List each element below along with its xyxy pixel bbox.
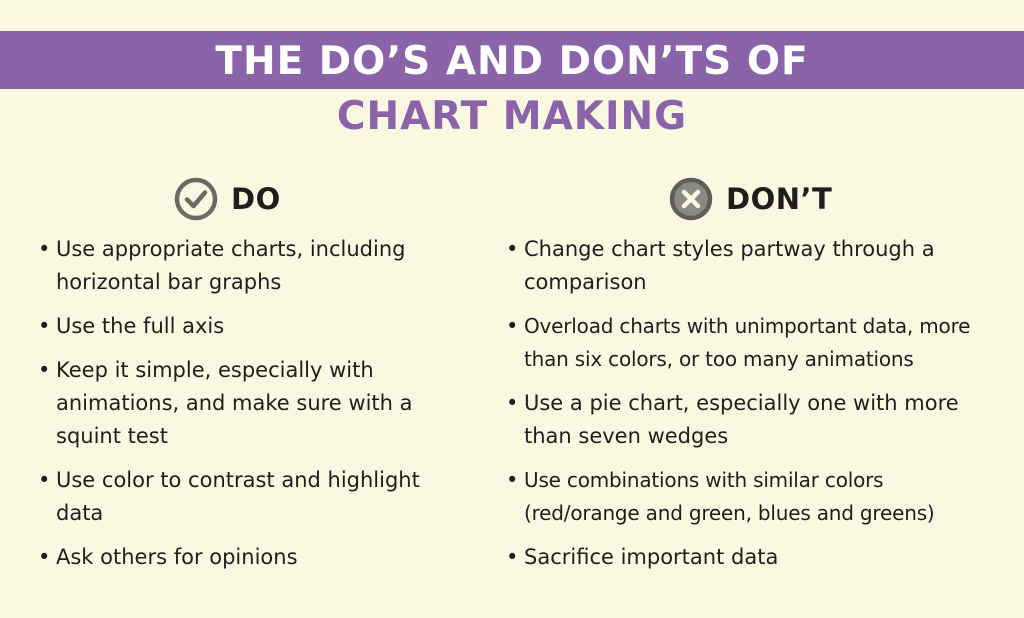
- do-list-item: • Use the full axis: [38, 310, 456, 343]
- x-circle-icon: [668, 176, 714, 222]
- dont-list-item: • Use a pie chart, especially one with m…: [506, 387, 994, 453]
- dont-item-text: Use a pie chart, especially one with mor…: [524, 391, 959, 448]
- dont-heading: DON’T: [726, 182, 833, 216]
- bullet: •: [506, 545, 519, 569]
- title-banner: [0, 31, 1024, 89]
- dont-list-item: • Use combinations with similar colors (…: [506, 464, 994, 530]
- bullet: •: [38, 468, 51, 492]
- page-subtitle: CHART MAKING: [336, 94, 688, 139]
- do-list-item: • Ask others for opinions: [38, 541, 456, 574]
- bullet: •: [506, 237, 519, 261]
- dont-list-item: • Change chart styles partway through a …: [506, 233, 994, 299]
- bullet: •: [38, 545, 51, 569]
- bullet: •: [38, 358, 51, 382]
- bullet: •: [506, 314, 519, 338]
- do-list: • Use appropriate charts, including hori…: [38, 233, 456, 585]
- bullet: •: [506, 468, 519, 492]
- do-item-text: Use color to contrast and highlight data: [56, 468, 420, 525]
- do-item-text: Ask others for opinions: [56, 545, 298, 569]
- do-header: DO: [173, 175, 488, 223]
- do-column: DO • Use appropriate charts, including h…: [38, 175, 488, 569]
- do-item-text: Use the full axis: [56, 314, 225, 338]
- do-heading: DO: [231, 182, 281, 216]
- dont-item-text: Overload charts with unimportant data, m…: [524, 314, 971, 371]
- do-item-text: Keep it simple, especially with animatio…: [56, 358, 413, 448]
- bullet: •: [506, 391, 519, 415]
- dont-item-text: Change chart styles partway through a co…: [524, 237, 935, 294]
- dont-item-text: Use combinations with similar colors (re…: [524, 468, 935, 525]
- dont-column: DON’T • Change chart styles partway thro…: [506, 175, 1006, 569]
- bullet: •: [38, 237, 51, 261]
- page-title: THE DO’S AND DON’TS OF: [215, 39, 809, 84]
- do-list-item: • Use color to contrast and highlight da…: [38, 464, 456, 530]
- dont-item-text: Sacrifice important data: [524, 545, 779, 569]
- dont-list-item: • Sacrifice important data: [506, 541, 994, 574]
- do-list-item: • Keep it simple, especially with animat…: [38, 354, 456, 453]
- dont-list-item: • Overload charts with unimportant data,…: [506, 310, 994, 376]
- bullet: •: [38, 314, 51, 338]
- dont-list: • Change chart styles partway through a …: [506, 233, 994, 585]
- do-item-text: Use appropriate charts, including horizo…: [56, 237, 406, 294]
- dont-header: DON’T: [668, 175, 1006, 223]
- check-circle-icon: [173, 176, 219, 222]
- do-list-item: • Use appropriate charts, including hori…: [38, 233, 456, 299]
